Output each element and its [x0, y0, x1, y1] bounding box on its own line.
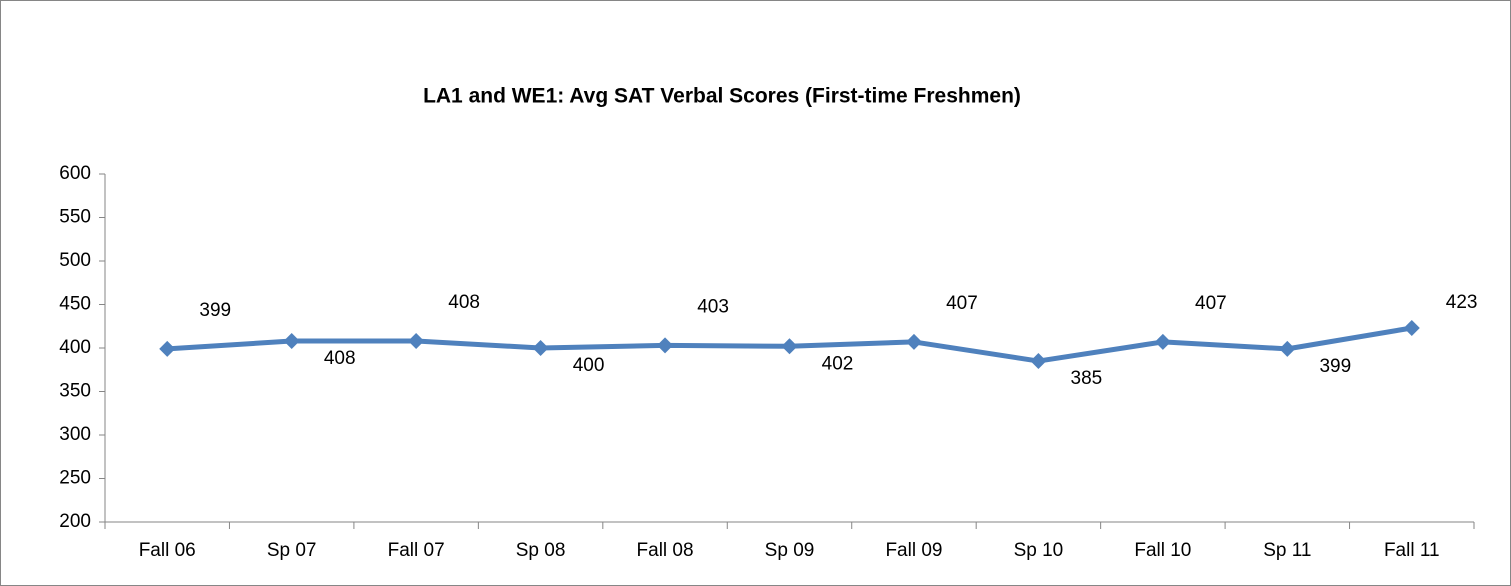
x-tick-label: Fall 06	[139, 540, 196, 561]
data-label: 407	[1195, 293, 1227, 314]
x-tick-label: Sp 08	[516, 540, 566, 561]
y-tick-label: 200	[59, 511, 91, 532]
data-label: 423	[1446, 292, 1478, 313]
marker	[408, 333, 425, 350]
marker	[905, 333, 922, 350]
y-tick-label: 400	[59, 337, 91, 358]
data-label: 399	[1319, 356, 1351, 377]
y-tick-label: 600	[59, 163, 91, 184]
x-tick-label: Fall 08	[637, 540, 694, 561]
data-label: 385	[1071, 368, 1103, 389]
x-tick-label: Sp 09	[765, 540, 815, 561]
x-tick-label: Sp 11	[1263, 540, 1311, 561]
x-tick-label: Sp 10	[1014, 540, 1064, 561]
data-label: 407	[946, 293, 978, 314]
marker	[159, 340, 176, 357]
marker	[1279, 340, 1296, 357]
marker	[657, 337, 674, 354]
chart-title: LA1 and WE1: Avg SAT Verbal Scores (Firs…	[423, 85, 1021, 108]
y-tick-label: 250	[59, 468, 91, 489]
marker	[781, 338, 798, 355]
y-tick-label: 450	[59, 294, 91, 315]
data-label: 399	[199, 300, 231, 321]
data-label: 400	[573, 355, 605, 376]
x-tick-label: Fall 11	[1384, 540, 1440, 561]
y-tick-label: 500	[59, 250, 91, 271]
x-tick-label: Fall 07	[388, 540, 445, 561]
data-label: 408	[448, 292, 480, 313]
x-tick-label: Sp 07	[267, 540, 317, 561]
marker	[283, 333, 300, 350]
y-tick-label: 550	[59, 207, 91, 228]
data-label: 408	[324, 348, 356, 369]
x-tick-label: Fall 10	[1134, 540, 1191, 561]
data-label: 402	[822, 353, 854, 374]
y-tick-label: 300	[59, 424, 91, 445]
x-tick-label: Fall 09	[885, 540, 942, 561]
y-tick-label: 350	[59, 381, 91, 402]
marker	[1154, 333, 1171, 350]
marker	[532, 340, 549, 356]
marker	[1403, 319, 1420, 336]
data-label: 403	[697, 296, 729, 317]
marker	[1030, 353, 1047, 370]
